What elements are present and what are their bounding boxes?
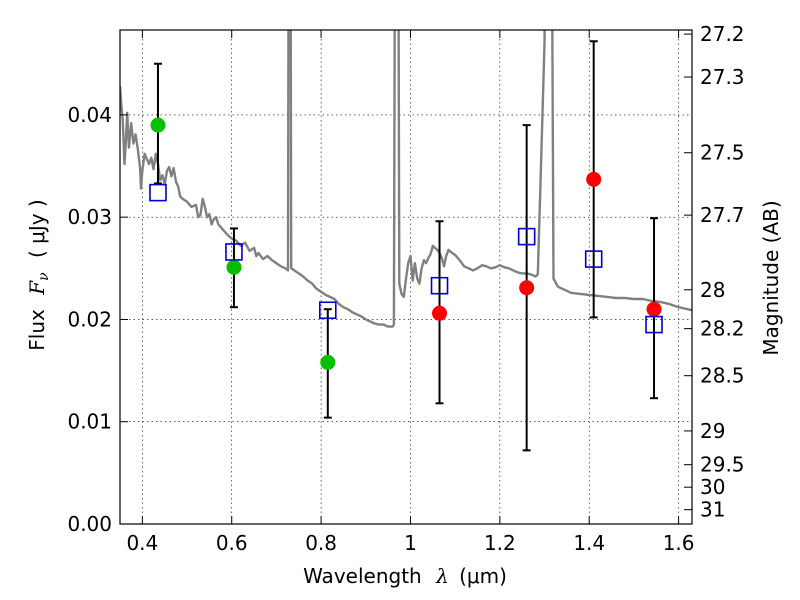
model-flux-square xyxy=(645,315,663,334)
model-flux-square xyxy=(149,183,167,202)
red-data-point xyxy=(519,280,535,296)
x-tick-label: 1.2 xyxy=(484,531,516,555)
plot-frame xyxy=(119,29,693,525)
y-tick-label: 0.00 xyxy=(67,512,112,536)
y2-tick-label: 27.7 xyxy=(700,203,745,227)
y2-tick-label: 28.2 xyxy=(700,317,745,341)
y-axis-label: Flux Fν ( μJy ) xyxy=(25,199,53,350)
model-sed-line xyxy=(120,30,692,328)
y2-tick-label: 29 xyxy=(700,419,725,443)
y-tick-label: 0.04 xyxy=(67,103,112,127)
model-flux-square xyxy=(584,250,603,268)
y-tick-label: 0.03 xyxy=(67,205,112,229)
model-flux-square xyxy=(430,276,449,295)
green-data-point xyxy=(150,117,166,133)
error-bars xyxy=(153,40,659,452)
red-data-point xyxy=(646,301,662,317)
x-tick-label: 0.8 xyxy=(305,531,337,555)
model-flux-square xyxy=(225,243,243,261)
model-flux-square xyxy=(318,301,337,320)
red-data-point xyxy=(586,171,602,187)
x-tick-label: 0.4 xyxy=(126,531,158,555)
model-sed-curve-layer xyxy=(120,30,692,328)
model-flux-square xyxy=(517,227,536,246)
red-data-point xyxy=(432,305,448,321)
x-tick-label: 1.4 xyxy=(573,531,605,555)
y2-tick-label: 27.3 xyxy=(700,65,745,89)
green-data-point xyxy=(320,354,336,370)
y2-tick-label: 27.2 xyxy=(700,22,745,46)
green-data-point xyxy=(226,259,242,275)
model-flux-squares xyxy=(149,183,663,334)
x-tick-labels: 0.4 0.6 0.8 1 1.2 1.4 1.6 xyxy=(126,531,694,555)
y2-tick-label: 30 xyxy=(700,475,725,499)
y2-tick-label: 31 xyxy=(700,498,725,522)
data-points xyxy=(150,117,662,370)
axis-ticks xyxy=(120,30,692,525)
y-tick-labels: 0.00 0.01 0.02 0.03 0.04 xyxy=(67,103,112,536)
y2-tick-label: 28.5 xyxy=(700,364,745,388)
y-tick-label: 0.01 xyxy=(67,410,112,434)
y2-tick-label: 29.5 xyxy=(700,453,745,477)
y2-tick-label: 28 xyxy=(700,278,725,302)
x-tick-label: 1 xyxy=(404,531,417,555)
x-axis-label: Wavelength λ (μm) xyxy=(303,564,507,588)
y2-axis-label: Magnitude (AB) xyxy=(759,200,783,355)
y2-tick-label: 27.5 xyxy=(700,141,745,165)
x-tick-label: 1.6 xyxy=(663,531,695,555)
y-tick-label: 0.02 xyxy=(67,307,112,331)
x-tick-label: 0.6 xyxy=(216,531,248,555)
